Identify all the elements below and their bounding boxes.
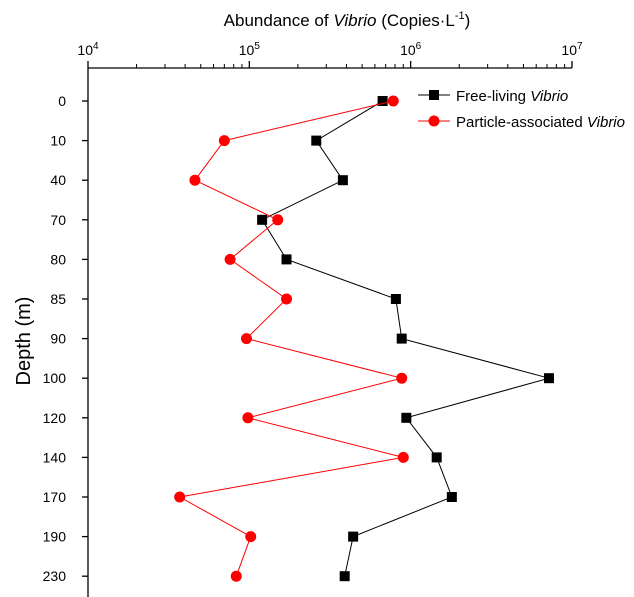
y-tick-label: 120	[43, 410, 67, 426]
x-axis-title: Abundance of Vibrio (Copies·L-1)	[224, 10, 471, 30]
y-tick-label: 85	[50, 291, 66, 307]
data-point-circle	[245, 531, 257, 543]
data-point-square	[446, 492, 457, 502]
series-layer	[174, 95, 554, 582]
x-tick-label: 106	[400, 41, 422, 58]
y-tick-label: 0	[58, 93, 66, 109]
data-point-square	[401, 412, 412, 423]
data-point-circle	[189, 174, 201, 186]
y-tick-label: 100	[43, 370, 67, 386]
data-point-circle	[174, 491, 186, 503]
y-tick-label: 140	[43, 449, 67, 465]
x-tick-label: 104	[77, 41, 99, 58]
y-tick-label: 80	[50, 251, 66, 267]
data-point-circle	[397, 451, 409, 463]
x-tick-label: 105	[239, 41, 261, 58]
data-point-square	[377, 96, 388, 106]
data-point-circle	[387, 95, 399, 107]
legend-item-particle-associated: Particle-associated Vibrio	[418, 114, 625, 131]
data-point-circle	[272, 214, 284, 226]
y-tick-label: 230	[43, 568, 67, 584]
data-point-circle	[224, 253, 236, 265]
data-point-square	[339, 571, 350, 582]
data-point-square	[281, 254, 292, 265]
legend-marker-square	[429, 90, 439, 100]
y-tick-label: 70	[50, 212, 66, 228]
y-axis-title: Depth (m)	[13, 297, 35, 386]
legend-marker-circle	[428, 115, 440, 127]
data-point-square	[390, 294, 401, 304]
y-ticks: 0 10 40 70 80 85 90 100 120 140 170 190 230	[43, 93, 88, 584]
legend-item-free-living: Free-living Vibrio	[418, 88, 568, 105]
y-tick-label: 40	[50, 172, 66, 188]
data-point-square	[348, 531, 359, 542]
x-tick-label: 107	[561, 41, 583, 58]
data-point-circle	[240, 333, 252, 345]
data-point-circle	[230, 570, 242, 582]
series-line-2	[178, 100, 404, 577]
y-tick-label: 10	[50, 133, 66, 149]
legend-label-free-living: Free-living Vibrio	[456, 88, 568, 105]
data-point-circle	[396, 372, 408, 384]
data-point-circle	[281, 293, 293, 305]
data-point-circle	[218, 135, 230, 147]
data-point-circle	[242, 412, 254, 424]
data-point-square	[431, 452, 442, 463]
legend-label-particle-associated: Particle-associated Vibrio	[456, 114, 625, 131]
y-tick-label: 170	[43, 489, 67, 505]
data-point-square	[337, 175, 348, 186]
data-point-square	[311, 135, 322, 146]
data-point-square	[396, 333, 407, 344]
y-tick-label: 190	[43, 529, 67, 545]
data-point-square	[543, 373, 554, 384]
legend: Free-living Vibrio Particle-associated V…	[418, 88, 625, 131]
x-ticks: 104 105 106 107	[77, 41, 583, 68]
y-tick-label: 90	[50, 331, 66, 347]
data-point-square	[257, 214, 268, 225]
